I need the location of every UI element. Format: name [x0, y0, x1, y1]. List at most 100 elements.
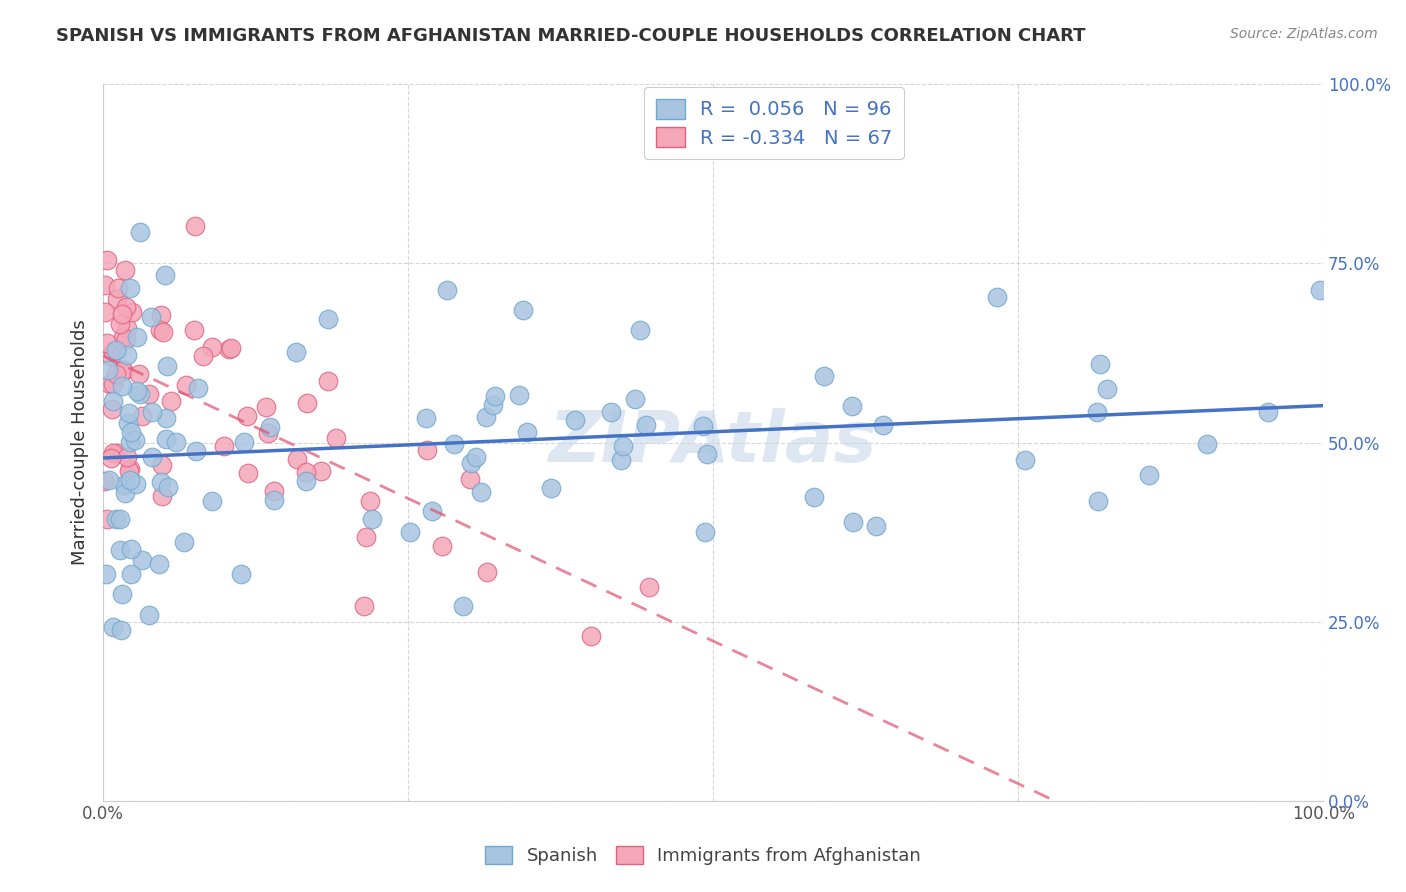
Point — [149, 323, 172, 337]
Point — [124, 434, 146, 448]
Point — [236, 409, 259, 423]
Point — [508, 388, 530, 402]
Point — [470, 484, 492, 499]
Point — [117, 348, 139, 362]
Point — [284, 344, 307, 359]
Point — [297, 396, 319, 410]
Point — [263, 492, 285, 507]
Point — [600, 405, 623, 419]
Point — [125, 477, 148, 491]
Point — [624, 392, 647, 406]
Point — [399, 525, 422, 540]
Point — [111, 363, 134, 377]
Point — [101, 619, 124, 633]
Point — [443, 436, 465, 450]
Point — [111, 587, 134, 601]
Point — [201, 493, 224, 508]
Text: SPANISH VS IMMIGRANTS FROM AFGHANISTAN MARRIED-COUPLE HOUSEHOLDS CORRELATION CHA: SPANISH VS IMMIGRANTS FROM AFGHANISTAN M… — [56, 27, 1085, 45]
Point — [131, 553, 153, 567]
Point — [316, 312, 339, 326]
Point — [218, 343, 240, 357]
Point — [865, 518, 887, 533]
Point — [114, 301, 136, 315]
Point — [150, 475, 173, 489]
Point — [111, 379, 134, 393]
Point — [436, 284, 458, 298]
Point — [94, 277, 117, 292]
Point — [160, 394, 183, 409]
Point — [156, 359, 179, 373]
Point — [120, 566, 142, 581]
Point — [139, 310, 162, 324]
Point — [294, 465, 316, 479]
Point — [316, 375, 339, 389]
Point — [263, 484, 285, 499]
Point — [1087, 405, 1109, 419]
Point — [564, 412, 586, 426]
Point — [174, 377, 197, 392]
Point — [420, 504, 443, 518]
Point — [430, 539, 453, 553]
Point — [118, 434, 141, 449]
Point — [93, 305, 115, 319]
Point — [231, 566, 253, 581]
Point — [294, 474, 316, 488]
Point — [872, 417, 894, 432]
Point — [1090, 357, 1112, 371]
Point — [141, 405, 163, 419]
Point — [111, 363, 134, 377]
Point — [696, 447, 718, 461]
Point — [353, 599, 375, 613]
Point — [482, 398, 505, 412]
Point — [118, 464, 141, 478]
Point — [1014, 453, 1036, 467]
Point — [97, 362, 120, 376]
Point — [101, 343, 124, 358]
Point — [484, 389, 506, 403]
Point — [108, 512, 131, 526]
Point — [155, 433, 177, 447]
Legend: R =  0.056   N = 96, R = -0.334   N = 67: R = 0.056 N = 96, R = -0.334 N = 67 — [644, 87, 904, 159]
Text: Source: ZipAtlas.com: Source: ZipAtlas.com — [1230, 27, 1378, 41]
Point — [415, 410, 437, 425]
Point — [121, 305, 143, 319]
Point — [173, 534, 195, 549]
Point — [120, 473, 142, 487]
Point — [129, 387, 152, 401]
Point — [354, 530, 377, 544]
Point — [464, 450, 486, 464]
Point — [112, 478, 135, 492]
Point — [127, 384, 149, 399]
Point — [105, 292, 128, 306]
Point — [157, 480, 180, 494]
Point — [540, 481, 562, 495]
Point — [219, 341, 242, 355]
Point — [259, 420, 281, 434]
Point — [120, 542, 142, 557]
Point — [184, 443, 207, 458]
Point — [416, 442, 439, 457]
Point — [360, 512, 382, 526]
Point — [183, 323, 205, 337]
Point — [93, 474, 115, 488]
Point — [803, 490, 825, 504]
Point — [813, 368, 835, 383]
Point — [1095, 382, 1118, 396]
Point — [108, 542, 131, 557]
Point — [359, 493, 381, 508]
Y-axis label: Married-couple Households: Married-couple Households — [72, 319, 89, 566]
Point — [129, 225, 152, 239]
Point — [612, 439, 634, 453]
Point — [212, 439, 235, 453]
Point — [257, 425, 280, 440]
Point — [131, 409, 153, 424]
Point — [692, 418, 714, 433]
Point — [96, 335, 118, 350]
Point — [120, 425, 142, 439]
Point — [100, 451, 122, 466]
Point — [238, 466, 260, 480]
Point — [232, 434, 254, 449]
Point — [155, 411, 177, 425]
Point — [841, 399, 863, 413]
Point — [842, 516, 865, 530]
